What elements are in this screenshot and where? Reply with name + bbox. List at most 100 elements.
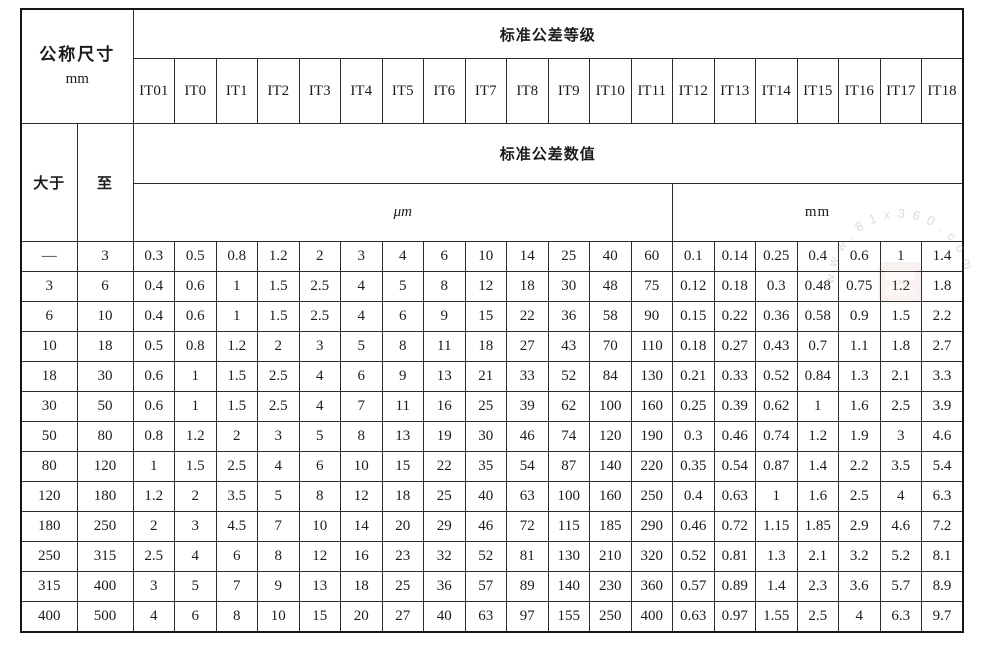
value-cell: 3.5 [879, 450, 922, 482]
grade-header-it18: IT18 [921, 58, 964, 125]
value-cell: 12 [340, 480, 383, 512]
value-cell: 18 [506, 271, 549, 303]
value-cell: 0.8 [174, 331, 217, 363]
value-cell: 29 [423, 510, 466, 542]
value-cell: 5 [340, 331, 383, 363]
value-cell: 5 [174, 570, 217, 602]
value-cell: 2.5 [298, 301, 341, 333]
value-cell: 2 [132, 510, 175, 542]
value-cell: 43 [547, 331, 590, 363]
value-cell: 97 [506, 600, 549, 633]
value-cell: 2.5 [796, 600, 839, 633]
value-cell: 4 [257, 450, 300, 482]
value-cell: 30 [547, 271, 590, 303]
table-row: 18 30 0.6 1 1.5 2.5 4 6 9 13 21 33 52 84 130 0.21 0.33 0.… [20, 361, 964, 393]
size-to-cell: 500 [76, 600, 134, 633]
value-cell: 46 [464, 510, 507, 542]
size-to-cell: 50 [76, 391, 134, 423]
value-cell: 230 [589, 570, 632, 602]
size-to-cell: 120 [76, 450, 134, 482]
value-cell: 0.52 [755, 361, 798, 393]
value-cell: 84 [589, 361, 632, 393]
value-cell: 11 [381, 391, 424, 423]
value-cell: 36 [423, 570, 466, 602]
value-cell: 12 [464, 271, 507, 303]
value-cell: 2.9 [838, 510, 881, 542]
grade-header-it14: IT14 [755, 58, 798, 125]
value-cell: 0.4 [132, 301, 175, 333]
value-cell: 0.22 [713, 301, 756, 333]
size-over-cell: 180 [20, 510, 78, 542]
nominal-size-header: 公称尺寸 mm [20, 8, 134, 125]
value-cell: 8 [257, 540, 300, 572]
value-cell: 4.6 [921, 421, 964, 452]
value-cell: 90 [630, 301, 673, 333]
table-row: 6 10 0.4 0.6 1 1.5 2.5 4 6 9 15 22 36 58 90 0.15 0.22 0.3… [20, 301, 964, 333]
value-cell: 1.4 [921, 241, 964, 273]
value-cell: 0.74 [755, 421, 798, 452]
value-cell: 87 [547, 450, 590, 482]
header-row-units: μm mm [21, 183, 964, 243]
value-cell: 1 [132, 450, 175, 482]
value-cell: 140 [547, 570, 590, 602]
value-cell: 3.6 [838, 570, 881, 602]
value-cell: 1 [879, 241, 922, 273]
value-cell: 7 [340, 391, 383, 423]
value-cell: 1.6 [838, 391, 881, 423]
value-cell: 1.2 [132, 480, 175, 512]
header-row-values-title: 大于 至 标准公差数值 [20, 123, 964, 243]
size-over-cell: 18 [20, 361, 78, 393]
value-cell: 185 [589, 510, 632, 542]
value-cell: 0.15 [672, 301, 715, 333]
header-row-grades-title: 公称尺寸 mm 标准公差等级 [20, 8, 964, 125]
value-cell: 3.3 [921, 361, 964, 393]
value-cell: 2.7 [921, 331, 964, 363]
value-cell: 14 [506, 241, 549, 273]
grades-title: 标准公差等级 [132, 8, 964, 60]
grade-header-it15: IT15 [796, 58, 839, 125]
value-cell: 0.12 [672, 271, 715, 303]
value-cell: 2.2 [921, 301, 964, 333]
value-cell: 1 [796, 391, 839, 423]
value-cell: 6 [298, 450, 341, 482]
value-cell: 1.5 [257, 301, 300, 333]
value-cell: 3 [879, 421, 922, 452]
value-cell: 25 [423, 480, 466, 512]
value-cell: 8 [215, 600, 258, 633]
value-cell: 18 [381, 480, 424, 512]
values-title: 标准公差数值 [132, 123, 964, 185]
value-cell: 0.1 [672, 241, 715, 273]
value-cell: 4 [174, 540, 217, 572]
header-row-grade-labels: IT01 IT0 IT1 IT2 IT3 IT4 IT5 IT6 IT7 IT8 IT9 IT10 IT… [21, 58, 964, 125]
value-cell: 0.27 [713, 331, 756, 363]
value-cell: 10 [464, 241, 507, 273]
value-cell: 25 [464, 391, 507, 423]
value-cell: 3 [132, 570, 175, 602]
size-to-cell: 6 [76, 271, 134, 303]
table-row: 50 80 0.8 1.2 2 3 5 8 13 19 30 46 74 120 190 0.3 0.46 0.7… [20, 421, 964, 452]
value-cell: 7 [257, 510, 300, 542]
value-cell: 2.5 [838, 480, 881, 512]
size-over-cell: 315 [20, 570, 78, 602]
value-cell: 0.14 [713, 241, 756, 273]
value-cell: 2.5 [257, 391, 300, 423]
value-cell: 13 [298, 570, 341, 602]
value-cell: 8.9 [921, 570, 964, 602]
value-cell: 1.5 [257, 271, 300, 303]
value-cell: 0.97 [713, 600, 756, 633]
value-cell: 54 [506, 450, 549, 482]
value-cell: 0.6 [174, 301, 217, 333]
value-cell: 10 [340, 450, 383, 482]
value-cell: 70 [589, 331, 632, 363]
value-cell: 120 [589, 421, 632, 452]
value-cell: 74 [547, 421, 590, 452]
value-cell: 0.6 [132, 391, 175, 423]
value-cell: 0.48 [796, 271, 839, 303]
value-cell: 0.63 [713, 480, 756, 512]
value-cell: 27 [506, 331, 549, 363]
value-cell: 1.15 [755, 510, 798, 542]
value-cell: 1 [215, 271, 258, 303]
value-cell: 3.2 [838, 540, 881, 572]
value-cell: 0.21 [672, 361, 715, 393]
value-cell: 1.6 [796, 480, 839, 512]
